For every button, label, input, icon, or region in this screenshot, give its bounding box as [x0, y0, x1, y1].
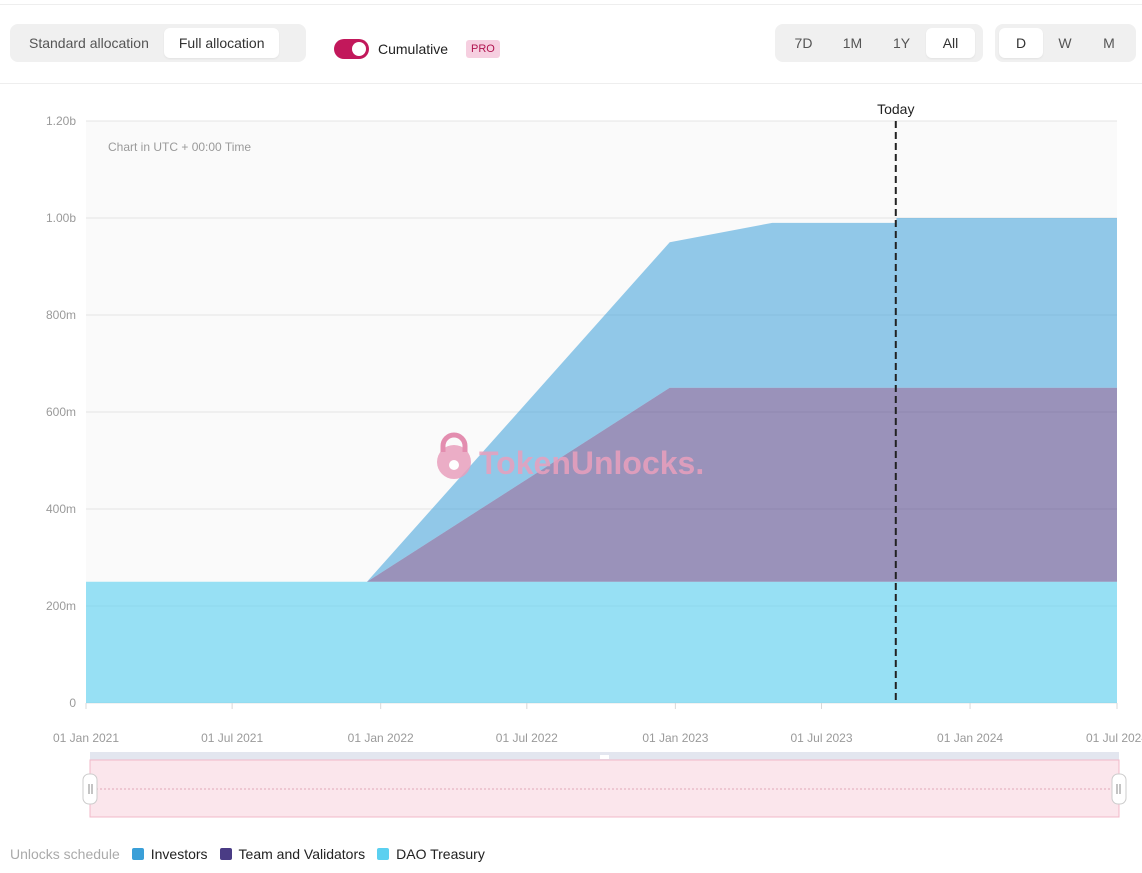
y-tick-label: 400m [46, 502, 76, 516]
y-tick-label: 800m [46, 308, 76, 322]
area-series [86, 218, 1117, 703]
legend-swatch [219, 848, 232, 860]
granularity-tab-day[interactable]: D [999, 28, 1043, 58]
navigator-scroll-grip[interactable] [600, 755, 609, 759]
chart-legend: Unlocks schedule Investors Team and Vali… [10, 846, 497, 862]
timezone-note: Chart in UTC + 00:00 Time [108, 140, 251, 154]
legend-swatch [131, 848, 144, 860]
x-tick-label: 01 Jan 2021 [53, 731, 119, 745]
legend-item-team-and-validators[interactable]: Team and Validators [219, 846, 366, 862]
area-dao-treasury [86, 581, 1117, 703]
x-tick-label: 01 Jan 2024 [937, 731, 1003, 745]
standard-allocation-tab[interactable]: Standard allocation [29, 35, 149, 51]
range-tab-all[interactable]: All [926, 28, 975, 58]
today-label: Today [877, 101, 914, 117]
y-tick-label: 0 [69, 696, 76, 710]
allocation-toggle-group: Standard allocation Full allocation [10, 24, 306, 62]
legend-label: Investors [150, 846, 208, 862]
y-tick-label: 600m [46, 405, 76, 419]
x-tick-label: 01 Jul 2023 [790, 731, 852, 745]
y-tick-label: 200m [46, 599, 76, 613]
watermark-lock-shackle [440, 432, 468, 452]
pro-badge: PRO [466, 40, 500, 58]
unlocks-chart: 0 200m 400m 600m 800m 1.00b 1.20b 01 Jan 2021 01… [46, 101, 1142, 818]
granularity-group: D W M [995, 24, 1136, 62]
x-tick-label: 01 Jan 2023 [642, 731, 708, 745]
granularity-tab-month[interactable]: M [1103, 35, 1115, 51]
x-tick-label: 01 Jul 2021 [201, 731, 263, 745]
watermark-text: TokenUnlocks. [479, 445, 704, 481]
x-tick-label: 01 Jan 2022 [348, 731, 414, 745]
axes: 0 200m 400m 600m 800m 1.00b 1.20b 01 Jan 2021 01… [46, 114, 1142, 745]
legend-title: Unlocks schedule [10, 846, 120, 862]
area-investors [86, 218, 1117, 582]
watermark-lock-hole [449, 460, 459, 470]
y-tick-label: 1.00b [46, 211, 76, 225]
navigator-left-handle[interactable] [82, 773, 98, 805]
x-tick-label: 01 Jul 2022 [496, 731, 558, 745]
range-tab-1m[interactable]: 1M [842, 35, 863, 51]
legend-label: DAO Treasury [396, 846, 485, 862]
range-tab-7d[interactable]: 7D [794, 35, 813, 51]
legend-swatch [377, 848, 390, 860]
cumulative-label: Cumulative [378, 41, 449, 57]
chart-toolbar: Standard allocation Full allocation Cumu… [0, 5, 1142, 84]
chart-navigator [82, 752, 1127, 818]
cumulative-switch[interactable] [334, 39, 369, 59]
area-team-and-validators [86, 387, 1117, 582]
watermark-logo: TokenUnlocks. [437, 432, 704, 481]
x-tick-label: 01 Jul 2024 [1086, 731, 1142, 745]
time-range-group: 7D 1M 1Y All [775, 24, 983, 62]
y-tick-label: 1.20b [46, 114, 76, 128]
legend-item-dao-treasury[interactable]: DAO Treasury [377, 846, 485, 862]
full-allocation-tab[interactable]: Full allocation [163, 28, 280, 58]
granularity-tab-week[interactable]: W [1058, 35, 1072, 51]
range-tab-1y[interactable]: 1Y [892, 35, 911, 51]
legend-label: Team and Validators [238, 846, 366, 862]
legend-item-investors[interactable]: Investors [131, 846, 208, 862]
navigator-right-handle[interactable] [1111, 773, 1127, 805]
top-divider [0, 4, 1142, 5]
switch-knob [352, 42, 366, 56]
today-marker: Today [877, 101, 914, 703]
